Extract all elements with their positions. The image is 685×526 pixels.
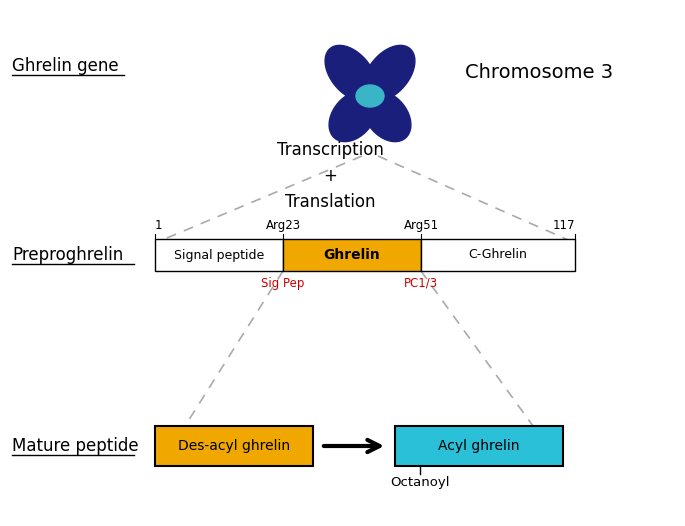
Text: PC1/3: PC1/3 — [404, 277, 438, 290]
Bar — [155, 239, 283, 271]
Polygon shape — [363, 91, 411, 141]
Text: C-Ghrelin: C-Ghrelin — [469, 248, 527, 261]
Text: Arg23: Arg23 — [265, 219, 301, 232]
Text: Signal peptide: Signal peptide — [174, 248, 264, 261]
Text: Ghrelin gene: Ghrelin gene — [12, 57, 119, 75]
Text: 1: 1 — [155, 219, 162, 232]
Bar — [155, 426, 313, 466]
Polygon shape — [363, 45, 415, 101]
Text: Octanoyl: Octanoyl — [390, 476, 450, 489]
Text: Ghrelin: Ghrelin — [323, 248, 380, 262]
Polygon shape — [325, 45, 377, 101]
Text: Preproghrelin: Preproghrelin — [12, 246, 123, 264]
Ellipse shape — [356, 85, 384, 107]
Text: Mature peptide: Mature peptide — [12, 437, 138, 455]
Bar — [421, 239, 575, 271]
Text: Sig Pep: Sig Pep — [261, 277, 305, 290]
Text: Acyl ghrelin: Acyl ghrelin — [438, 439, 520, 453]
Text: Transcription
+
Translation: Transcription + Translation — [277, 140, 384, 211]
Text: 117: 117 — [553, 219, 575, 232]
Text: Chromosome 3: Chromosome 3 — [465, 64, 613, 83]
Bar — [283, 239, 421, 271]
Text: Des-acyl ghrelin: Des-acyl ghrelin — [178, 439, 290, 453]
Text: Arg51: Arg51 — [403, 219, 438, 232]
Polygon shape — [329, 91, 377, 141]
Bar — [395, 426, 563, 466]
